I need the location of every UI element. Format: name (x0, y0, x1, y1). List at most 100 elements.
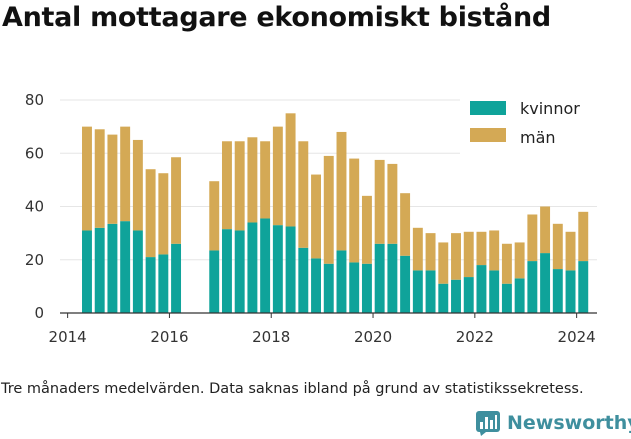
bar-kvinnor (221, 229, 232, 313)
chart-caption: Tre månaders medelvärden. Data saknas ib… (1, 381, 584, 397)
bar-kvinnor (501, 283, 512, 313)
bar-man (527, 214, 538, 262)
x-tick-label: 2014 (49, 328, 87, 346)
bar-man (514, 242, 525, 279)
bar-kvinnor (412, 270, 423, 313)
bar-kvinnor (247, 222, 258, 313)
bar-kvinnor (349, 262, 360, 313)
bar-man (489, 230, 500, 271)
legend-label-man: män (520, 128, 556, 147)
y-tick-label: 60 (25, 144, 44, 162)
bar-kvinnor (451, 279, 461, 313)
bar-kvinnor (425, 270, 436, 313)
bar-man (82, 126, 92, 231)
bar-kvinnor (132, 230, 143, 313)
bar-man (540, 206, 551, 254)
bar-kvinnor (260, 218, 271, 313)
bar-man (425, 233, 436, 271)
bar-man (501, 243, 512, 284)
bar-man (120, 126, 131, 222)
bar-man (349, 158, 360, 263)
y-tick-label: 40 (25, 198, 44, 216)
bar-kvinnor (527, 261, 538, 313)
bar-man (451, 233, 461, 280)
bar-man (221, 141, 232, 230)
y-tick-label: 20 (25, 251, 44, 269)
bar-man (209, 181, 220, 251)
y-tick-label: 0 (34, 304, 44, 322)
bar-kvinnor (336, 250, 347, 313)
legend-swatch-man (470, 128, 506, 142)
bar-kvinnor (298, 247, 309, 313)
bar-man (412, 227, 423, 271)
bar-man (94, 129, 105, 228)
bar-kvinnor (145, 257, 156, 313)
legend-label-kvinnor: kvinnor (520, 99, 580, 118)
bar-man (400, 193, 411, 256)
bar-man (260, 141, 271, 219)
bar-kvinnor (82, 230, 92, 313)
bar-man (158, 173, 169, 255)
bar-man (387, 163, 398, 244)
bar-man (132, 139, 143, 231)
bar-kvinnor (400, 255, 411, 313)
x-tick-label: 2020 (354, 328, 392, 346)
bar-kvinnor (323, 263, 334, 313)
bar-kvinnor (107, 223, 118, 313)
x-tick-label: 2022 (456, 328, 494, 346)
axes: 0 20 40 60 80 2014 2016 2018 2020 2022 2024 (25, 91, 597, 346)
bar-man (234, 141, 245, 231)
bar-chart-logo-icon (476, 411, 500, 436)
bar-kvinnor (565, 270, 576, 313)
bar-man (272, 126, 283, 226)
legend-swatch-kvinnor (470, 101, 506, 115)
bar-group (82, 113, 589, 313)
bar-kvinnor (489, 270, 500, 313)
bar-man (311, 174, 321, 259)
bar-man (145, 169, 156, 258)
bar-man (107, 134, 118, 224)
brand-logo: Newsworthy (475, 408, 631, 438)
chart-title: Antal mottagare ekonomiskt bistånd (2, 2, 551, 33)
bar-kvinnor (234, 230, 245, 313)
bar-kvinnor (94, 227, 105, 313)
bar-man (463, 231, 474, 278)
bar-man (578, 211, 589, 262)
bar-man (336, 131, 347, 251)
bar-man (247, 137, 258, 223)
bar-man (476, 231, 487, 266)
bar-kvinnor (514, 278, 525, 313)
bar-man (374, 159, 385, 244)
bar-kvinnor (209, 250, 220, 313)
bar-kvinnor (120, 221, 131, 313)
bar-kvinnor (387, 243, 398, 313)
brand-name: Newsworthy (507, 412, 631, 434)
bar-kvinnor (540, 253, 551, 313)
bar-kvinnor (552, 269, 563, 313)
bar-man (438, 242, 449, 284)
bar-man (285, 113, 296, 227)
bar-kvinnor (272, 225, 283, 313)
bar-kvinnor (438, 283, 449, 313)
bar-kvinnor (578, 261, 589, 313)
bar-man (171, 157, 182, 244)
x-tick-label: 2024 (558, 328, 596, 346)
bar-kvinnor (285, 226, 296, 313)
y-tick-label: 80 (25, 91, 44, 109)
x-tick-label: 2018 (252, 328, 290, 346)
bar-kvinnor (311, 258, 321, 313)
bar-man (298, 141, 309, 248)
bar-kvinnor (361, 263, 372, 313)
bar-man (565, 231, 576, 271)
stacked-bar-chart: 0 20 40 60 80 2014 2016 2018 2020 2022 2024 kvinno… (25, 91, 597, 346)
bar-kvinnor (476, 265, 487, 313)
bar-man (361, 195, 372, 264)
bar-kvinnor (374, 243, 385, 313)
bar-man (323, 155, 334, 264)
bar-man (552, 223, 563, 270)
bar-kvinnor (463, 277, 474, 313)
legend: kvinnor män (460, 94, 597, 158)
x-tick-label: 2016 (150, 328, 188, 346)
bar-kvinnor (158, 254, 169, 313)
bar-kvinnor (171, 243, 182, 313)
